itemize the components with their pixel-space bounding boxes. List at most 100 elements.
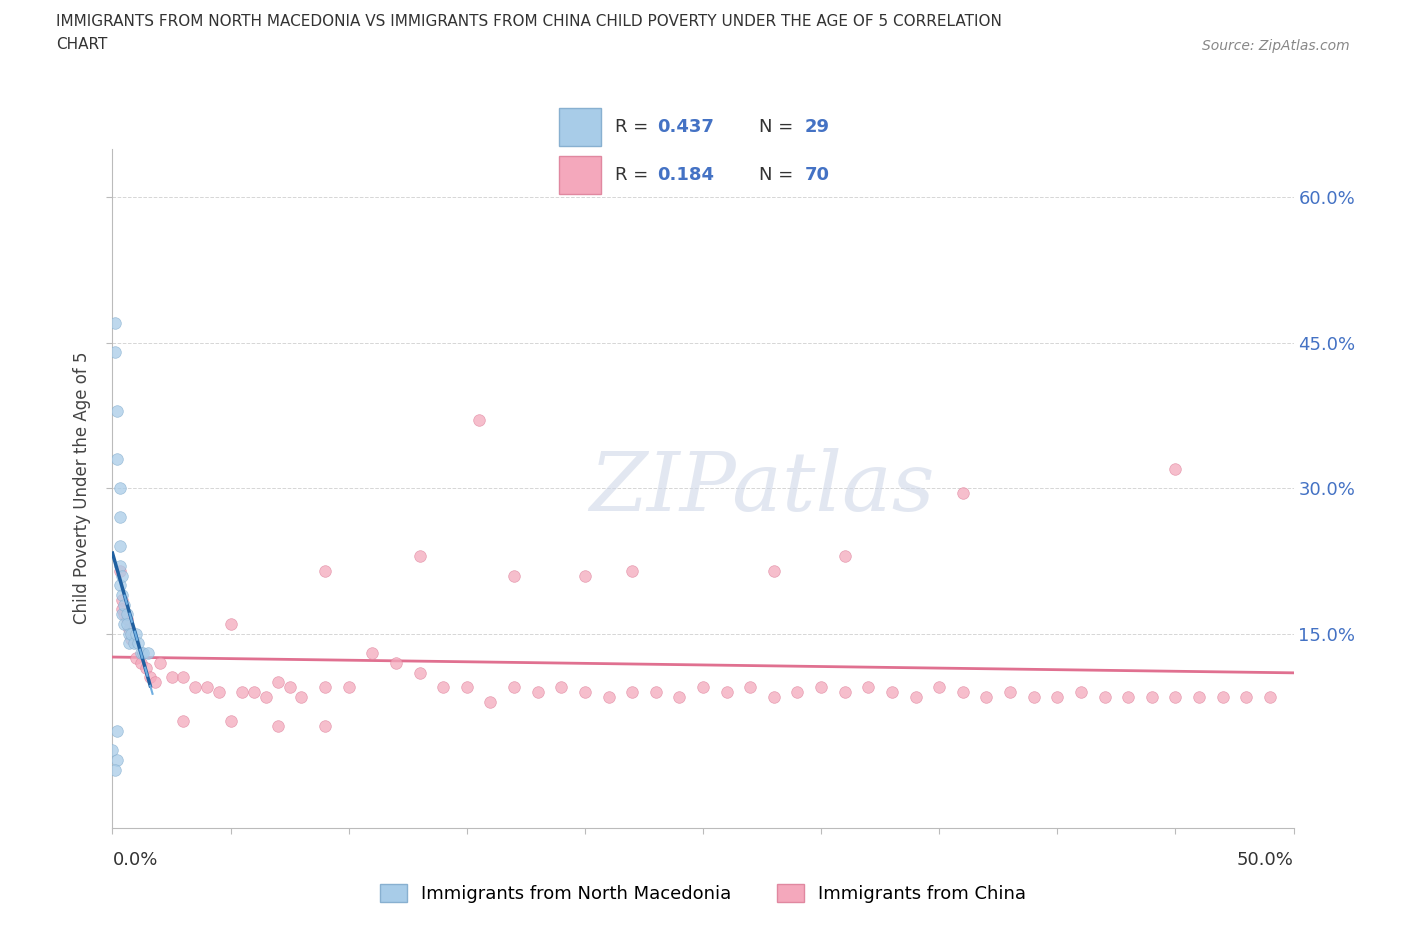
Point: [314, 680, 336, 695]
Point: [160, 670, 183, 684]
Point: [1164, 689, 1187, 704]
Point: [1212, 689, 1234, 704]
Point: [1140, 689, 1163, 704]
Point: [118, 621, 141, 636]
Text: 0.0%: 0.0%: [112, 851, 157, 869]
Point: [740, 680, 762, 695]
Point: [762, 564, 785, 578]
Point: [108, 558, 131, 573]
Point: [111, 602, 134, 617]
Point: [385, 656, 408, 671]
Point: [105, 752, 128, 767]
Point: [267, 675, 290, 690]
Point: [125, 626, 148, 641]
Text: 0.437: 0.437: [658, 117, 714, 136]
Point: [129, 645, 152, 660]
Point: [337, 680, 360, 695]
Text: CHART: CHART: [56, 37, 108, 52]
Point: [243, 684, 266, 699]
Y-axis label: Child Poverty Under the Age of 5: Child Poverty Under the Age of 5: [73, 352, 91, 625]
Point: [143, 675, 166, 690]
Point: [219, 617, 242, 631]
Point: [598, 689, 620, 704]
Point: [105, 452, 128, 467]
Point: [1094, 689, 1116, 704]
Point: [208, 684, 231, 699]
Point: [195, 680, 218, 695]
Point: [928, 680, 950, 695]
Point: [574, 568, 596, 583]
Text: R =: R =: [616, 166, 654, 183]
Point: [125, 651, 148, 666]
Point: [834, 684, 856, 699]
Point: [1188, 689, 1211, 704]
Point: [127, 636, 149, 651]
Text: 29: 29: [804, 117, 830, 136]
Text: N =: N =: [759, 117, 799, 136]
Point: [172, 670, 194, 684]
Point: [104, 762, 127, 777]
Point: [1234, 689, 1257, 704]
Point: [1022, 689, 1045, 704]
Point: [621, 684, 644, 699]
Point: [104, 345, 127, 360]
Point: [105, 404, 128, 418]
Point: [550, 680, 572, 695]
Point: [139, 670, 162, 684]
Point: [952, 485, 974, 500]
Point: [105, 724, 128, 738]
Point: [526, 684, 548, 699]
Point: [314, 564, 336, 578]
Point: [149, 656, 172, 671]
Point: [108, 481, 131, 496]
Text: 0.184: 0.184: [658, 166, 714, 183]
Point: [136, 645, 159, 660]
Text: N =: N =: [759, 166, 799, 183]
Point: [120, 631, 142, 646]
Point: [976, 689, 998, 704]
Point: [880, 684, 903, 699]
Point: [118, 636, 141, 651]
Point: [1070, 684, 1092, 699]
Point: [108, 578, 131, 592]
Point: [108, 539, 131, 554]
Text: R =: R =: [616, 117, 654, 136]
Point: [111, 592, 134, 607]
Point: [762, 689, 785, 704]
Point: [231, 684, 253, 699]
Point: [219, 713, 242, 728]
Point: [621, 564, 644, 578]
Point: [254, 689, 277, 704]
Bar: [560, 156, 602, 194]
Point: [111, 568, 134, 583]
Point: [115, 612, 138, 627]
Point: [314, 719, 336, 734]
Text: Source: ZipAtlas.com: Source: ZipAtlas.com: [1202, 39, 1350, 53]
Point: [1046, 689, 1069, 704]
Point: [503, 680, 526, 695]
Point: [952, 684, 974, 699]
Point: [1164, 461, 1187, 476]
Point: [668, 689, 690, 704]
Point: [1258, 689, 1281, 704]
Point: [132, 645, 155, 660]
Point: [834, 549, 856, 564]
Point: [786, 684, 808, 699]
Point: [135, 660, 157, 675]
Point: [118, 626, 141, 641]
Point: [290, 689, 312, 704]
Point: [112, 617, 135, 631]
Point: [456, 680, 478, 695]
Point: [108, 510, 131, 525]
Point: [503, 568, 526, 583]
Point: [467, 413, 489, 428]
Point: [112, 597, 135, 612]
Point: [122, 636, 145, 651]
Point: [278, 680, 301, 695]
Point: [111, 607, 134, 622]
Point: [172, 713, 194, 728]
Point: [408, 549, 430, 564]
Point: [267, 719, 290, 734]
Point: [115, 607, 138, 622]
Point: [112, 607, 135, 622]
